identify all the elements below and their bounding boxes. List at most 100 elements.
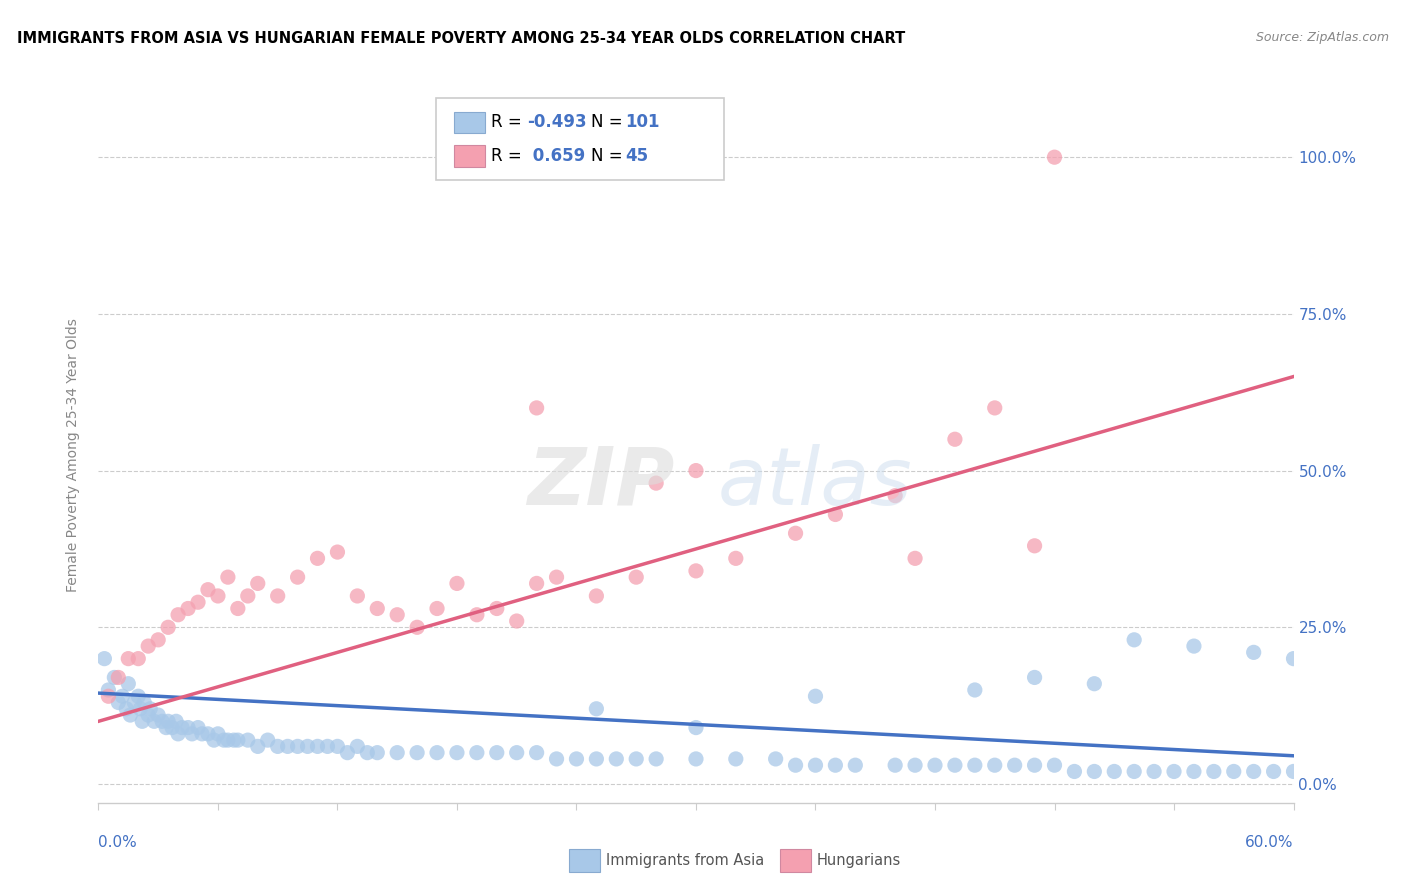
Text: atlas: atlas: [718, 443, 912, 522]
Point: [115, 702, 138, 716]
Text: Immigrants from Asia: Immigrants from Asia: [606, 854, 765, 868]
Text: R =: R =: [491, 113, 527, 131]
Point: [724, 551, 747, 566]
Point: [884, 758, 907, 772]
Point: [1282, 764, 1305, 779]
Point: [117, 676, 139, 690]
Point: [605, 752, 627, 766]
Point: [267, 739, 290, 754]
Point: [97, 683, 120, 698]
Point: [1104, 764, 1126, 779]
Point: [385, 746, 409, 760]
Point: [143, 714, 166, 729]
Point: [824, 508, 846, 522]
Point: [165, 714, 187, 729]
Point: [1063, 764, 1085, 779]
Point: [287, 570, 309, 584]
Point: [1024, 670, 1046, 684]
Point: [724, 752, 747, 766]
Point: [426, 746, 449, 760]
Point: [585, 702, 607, 716]
Point: [446, 746, 468, 760]
Point: [197, 727, 219, 741]
Point: [1182, 639, 1205, 653]
Point: [120, 708, 142, 723]
Point: [256, 733, 278, 747]
Point: [127, 651, 149, 665]
Point: [506, 746, 529, 760]
Point: [246, 739, 269, 754]
Point: [1083, 764, 1105, 779]
Point: [1043, 150, 1066, 164]
Point: [943, 432, 966, 446]
Point: [1263, 764, 1285, 779]
Point: [824, 758, 846, 772]
Point: [385, 607, 409, 622]
Point: [217, 570, 239, 584]
Point: [963, 683, 986, 698]
Point: [446, 576, 468, 591]
Text: -0.493: -0.493: [527, 113, 586, 131]
Point: [465, 607, 488, 622]
Point: [1024, 758, 1046, 772]
Point: [207, 727, 229, 741]
Point: [297, 739, 319, 754]
Point: [1123, 764, 1146, 779]
Point: [287, 739, 309, 754]
Text: Hungarians: Hungarians: [817, 854, 901, 868]
Point: [943, 758, 966, 772]
Point: [984, 401, 1007, 415]
Point: [111, 690, 134, 704]
Text: N =: N =: [591, 113, 627, 131]
Point: [117, 651, 139, 665]
Point: [685, 464, 707, 478]
Point: [316, 739, 339, 754]
Point: [177, 601, 200, 615]
Point: [1163, 764, 1185, 779]
Point: [136, 639, 159, 653]
Point: [107, 696, 129, 710]
Point: [1182, 764, 1205, 779]
Point: [148, 632, 170, 647]
Point: [148, 708, 170, 723]
Point: [346, 739, 368, 754]
Point: [546, 570, 568, 584]
Point: [226, 601, 249, 615]
Point: [191, 727, 214, 741]
Point: [246, 576, 269, 591]
Point: [222, 733, 245, 747]
Point: [785, 526, 807, 541]
Point: [526, 401, 548, 415]
Point: [984, 758, 1007, 772]
Point: [155, 721, 177, 735]
Point: [129, 702, 152, 716]
Point: [366, 746, 388, 760]
Point: [685, 721, 707, 735]
Point: [277, 739, 299, 754]
Point: [685, 752, 707, 766]
Point: [645, 476, 668, 491]
Text: 0.659: 0.659: [527, 147, 585, 165]
Point: [307, 739, 329, 754]
Point: [1143, 764, 1166, 779]
Point: [187, 721, 209, 735]
Point: [465, 746, 488, 760]
Point: [526, 576, 548, 591]
Point: [546, 752, 568, 766]
Point: [181, 727, 204, 741]
Point: [1083, 676, 1105, 690]
Point: [1282, 651, 1305, 665]
Point: [1123, 632, 1146, 647]
Point: [645, 752, 668, 766]
Point: [187, 595, 209, 609]
Text: 45: 45: [626, 147, 648, 165]
Text: N =: N =: [591, 147, 627, 165]
Point: [685, 564, 707, 578]
Point: [172, 721, 194, 735]
Point: [406, 620, 429, 634]
Point: [884, 489, 907, 503]
Point: [207, 589, 229, 603]
Text: Source: ZipAtlas.com: Source: ZipAtlas.com: [1256, 31, 1389, 45]
Point: [346, 589, 368, 603]
Point: [356, 746, 378, 760]
